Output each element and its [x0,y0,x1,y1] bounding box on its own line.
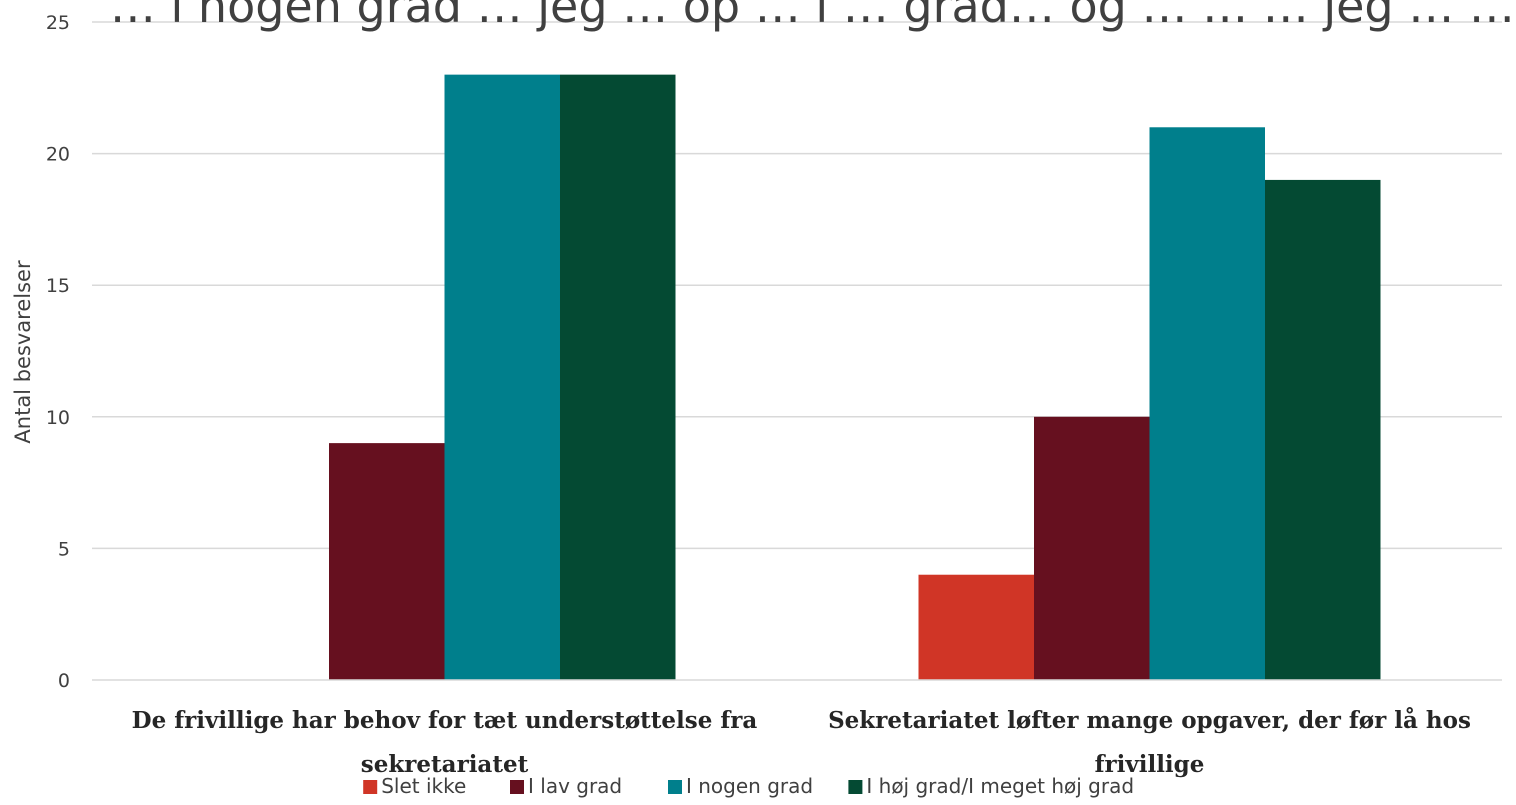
x-category-label: Sekretariatet løfter mange opgaver, der … [828,707,1471,778]
legend-swatch [668,780,682,794]
bar [1265,179,1381,681]
legend-label: I nogen grad [686,774,813,798]
y-tick-label: 0 [58,670,70,692]
legend: Slet ikke I lav grad I nogen grad I høj gra… [363,774,1134,798]
bar [1149,127,1265,680]
x-category-label-line: De frivillige har behov for tæt understø… [132,707,758,734]
y-tick-label: 15 [46,275,70,297]
bar [1034,416,1150,680]
legend-swatch [363,780,378,794]
bar [329,443,445,680]
y-tick-label: 20 [46,144,70,166]
x-axis-category-labels: De frivillige har behov for tæt understø… [132,707,1471,778]
bars [329,74,1381,681]
legend-swatch [510,780,524,794]
y-tick-label: 25 [46,12,70,34]
y-tick-label: 5 [58,538,70,560]
y-axis-label: Antal besvarelser [11,260,35,444]
x-category-label-line: sekretariatet [361,751,529,778]
legend-label: Slet ikke [381,774,466,798]
bar [444,74,560,680]
legend-label: I høj grad/I meget høj grad [866,774,1134,798]
bar [560,74,676,680]
legend-swatch [848,780,863,794]
y-axis-ticks: 0 5 10 15 20 25 [46,12,70,692]
bar [918,574,1034,680]
x-category-label: De frivillige har behov for tæt understø… [132,707,758,778]
y-tick-label: 10 [46,407,70,429]
chart-title: … i nogen grad … jeg … op … i … grad… og… [110,0,1516,33]
x-category-label-line: frivillige [1095,751,1205,778]
x-category-label-line: Sekretariatet løfter mange opgaver, der … [828,707,1471,734]
legend-label: I lav grad [528,774,622,798]
